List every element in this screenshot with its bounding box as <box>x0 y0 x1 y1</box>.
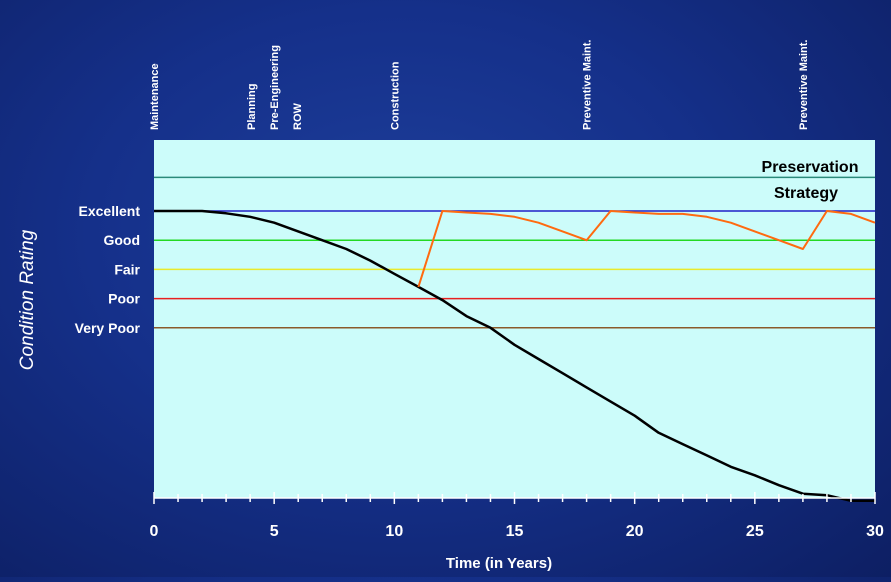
x-tick-label: 30 <box>866 523 884 540</box>
condition-curve-no-preservation <box>154 209 875 503</box>
x-axis-label: Time (in Years) <box>446 555 552 572</box>
x-tick-label: 10 <box>385 523 403 540</box>
event-label: Planning <box>246 84 258 130</box>
level-label-excellent: Excellent <box>79 203 141 219</box>
level-label-poor: Poor <box>108 291 140 307</box>
annotation-line-2: Strategy <box>774 185 838 202</box>
x-tick-label: 0 <box>150 523 159 540</box>
annotation-line-1: Preservation <box>762 159 859 176</box>
condition-curve-with-preservation <box>417 210 876 288</box>
y-axis-label: Condition Rating <box>17 229 38 370</box>
event-label: Preventive Maint. <box>582 40 594 130</box>
level-label-good: Good <box>103 232 140 248</box>
event-label: Maintenance <box>149 63 161 130</box>
event-label: Construction <box>389 61 401 130</box>
level-label-very-poor: Very Poor <box>75 320 141 336</box>
level-label-fair: Fair <box>114 261 140 277</box>
event-label: Pre-Engineering <box>269 45 281 130</box>
x-tick-label: 5 <box>270 523 279 540</box>
plot-area <box>154 140 875 498</box>
x-tick-label: 15 <box>506 523 524 540</box>
x-tick-label: 25 <box>746 523 764 540</box>
event-label: ROW <box>292 103 304 131</box>
event-label: Preventive Maint. <box>798 40 810 130</box>
x-tick-label: 20 <box>626 523 644 540</box>
